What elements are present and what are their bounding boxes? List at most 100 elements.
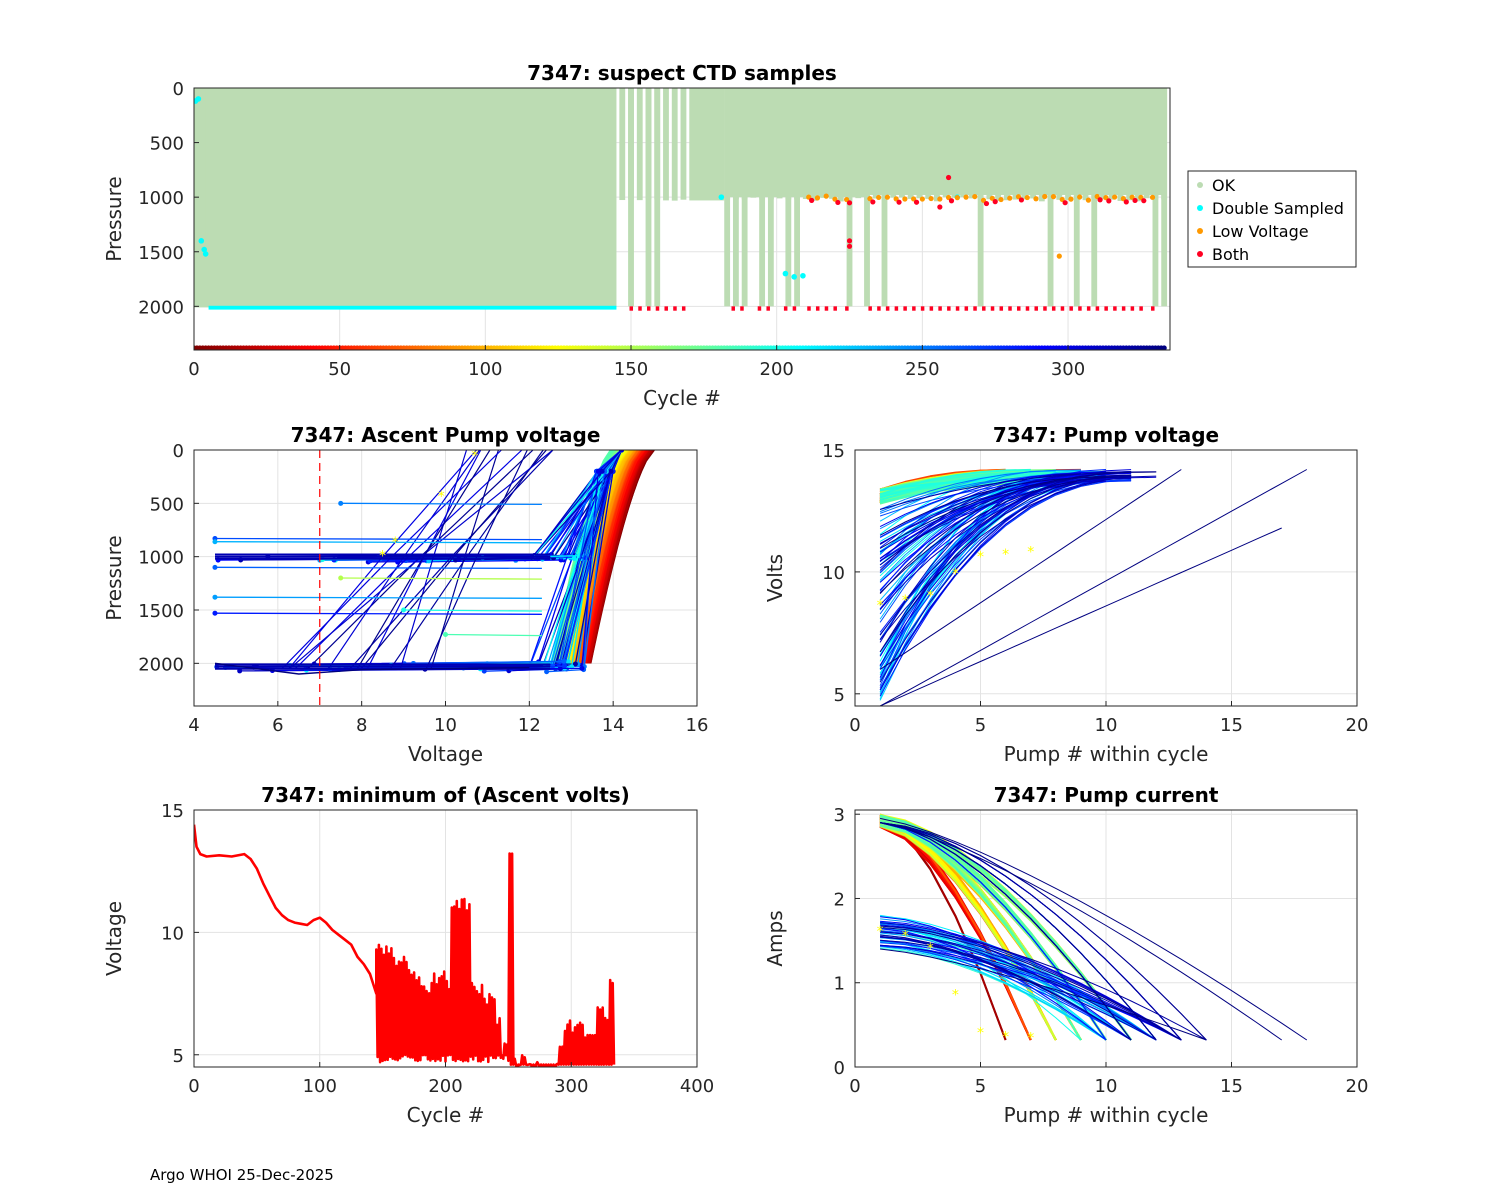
pump-voltage-line <box>879 475 1157 640</box>
pump-current-line <box>880 944 1182 1041</box>
low-voltage-point <box>884 194 890 200</box>
both-point <box>664 306 668 311</box>
legend-entry: Both <box>1212 245 1249 264</box>
both-point <box>792 306 797 311</box>
pump-current-marker-star: * <box>877 924 884 940</box>
both-point <box>947 306 951 311</box>
ascent-profile-line <box>214 541 542 544</box>
ok-profile <box>680 88 687 200</box>
x-tick-label: 12 <box>518 715 541 736</box>
both-point <box>894 306 899 311</box>
y-tick-label: 15 <box>161 801 184 822</box>
double-sampled-point <box>800 272 806 279</box>
both-point <box>740 306 744 311</box>
x-tick-label: 400 <box>680 1076 714 1097</box>
both-point <box>1123 199 1129 205</box>
both-point <box>1151 306 1155 311</box>
x-tick-label: 0 <box>188 1076 199 1097</box>
ascent-profile-line <box>214 662 530 675</box>
both-point <box>912 306 916 311</box>
both-point <box>964 306 969 311</box>
both-point <box>983 200 990 207</box>
double-sampled-point <box>202 251 209 257</box>
ascent-marker-star: * <box>471 448 478 464</box>
ascent-profile-line <box>589 450 653 664</box>
chart-title: 7347: Ascent Pump voltage <box>291 423 601 447</box>
y-tick-label: 10 <box>161 923 184 944</box>
x-axis-label: Pump # within cycle <box>1004 742 1209 766</box>
ascent-sample-point <box>544 669 550 675</box>
x-tick-label: 250 <box>905 359 939 380</box>
y-tick-label: 0 <box>173 79 184 100</box>
x-tick-label: 8 <box>356 715 367 736</box>
pump-voltage-marker-star: * <box>977 549 984 565</box>
y-tick-label: 3 <box>834 805 845 826</box>
pump-voltage-line <box>879 476 1132 594</box>
ok-profile <box>195 88 206 247</box>
both-point <box>1078 306 1082 311</box>
ascent-profile-line <box>340 577 542 580</box>
pump-current-line <box>880 822 1207 1041</box>
both-point <box>999 306 1004 311</box>
ascent-marker-star: * <box>392 535 399 551</box>
pump-voltage-marker-star: * <box>1002 547 1009 563</box>
ascent-profile-line <box>445 633 542 637</box>
pump-voltage-marker-star: * <box>927 588 934 604</box>
chart-ascent: * * * * 4 6 8 10 12 14 16 0 500 1000 1500 2000 7347: Asc… <box>102 423 708 766</box>
y-axis-label: Volts <box>763 554 787 602</box>
both-point <box>815 306 820 311</box>
x-tick-label: 0 <box>849 1076 860 1097</box>
ok-profile <box>645 88 652 200</box>
legend-marker <box>1197 205 1203 211</box>
both-point <box>1106 198 1112 204</box>
ok-profile <box>636 88 643 201</box>
low-voltage-point <box>937 196 943 202</box>
x-axis-label: Cycle # <box>407 1103 485 1127</box>
both-point <box>846 200 853 206</box>
both-point <box>766 306 770 311</box>
low-voltage-point <box>1112 194 1118 200</box>
x-tick-label: 20 <box>1346 1076 1369 1097</box>
ascent-sample-point <box>565 659 571 665</box>
pump-voltage-marker-star: * <box>1027 544 1034 560</box>
legend: OK Double Sampled Low Voltage Both <box>1187 170 1357 268</box>
pump-current-line <box>880 915 1157 1041</box>
y-tick-label: 5 <box>834 685 845 706</box>
x-tick-label: 200 <box>760 359 794 380</box>
both-point <box>1062 200 1068 206</box>
both-point <box>629 306 634 311</box>
low-voltage-point <box>1149 194 1156 200</box>
double-sampled-point <box>791 274 797 280</box>
ok-profile-block <box>864 88 1165 195</box>
x-tick-label: 0 <box>188 359 199 380</box>
ascent-sample-point <box>619 450 625 453</box>
y-tick-label: 15 <box>822 441 845 462</box>
both-point <box>1113 306 1117 311</box>
chart-title: 7347: Pump voltage <box>993 423 1219 447</box>
ascent-marker-star: * <box>379 549 386 565</box>
both-point <box>1018 197 1025 203</box>
x-tick-label: 15 <box>1220 715 1243 736</box>
pump-current-line <box>880 945 1132 1041</box>
both-point <box>681 306 686 311</box>
both-point <box>655 306 660 311</box>
low-voltage-point <box>1050 194 1057 200</box>
pump-current-marker-star: * <box>902 928 909 944</box>
both-point <box>824 306 829 311</box>
legend-entry: Low Voltage <box>1212 222 1309 241</box>
both-point <box>973 306 977 311</box>
ascent-sample-point <box>212 610 218 616</box>
both-point <box>1008 306 1012 311</box>
ascent-marker-star: * <box>438 489 445 505</box>
pump-voltage-line <box>879 469 1081 510</box>
y-axis-label: Pressure <box>102 176 126 261</box>
pump-voltage-line <box>879 473 1056 499</box>
low-voltage-point <box>1077 194 1083 200</box>
pump-current-line <box>880 948 1207 1041</box>
low-voltage-point <box>876 194 882 201</box>
y-tick-label: 10 <box>822 563 845 584</box>
chart-pumpc: * * * * * * * 0 5 10 15 20 0 1 2 3 7347: Pump current Pum… <box>763 783 1368 1127</box>
x-axis-label: Voltage <box>408 742 483 766</box>
ok-profile <box>619 88 626 201</box>
